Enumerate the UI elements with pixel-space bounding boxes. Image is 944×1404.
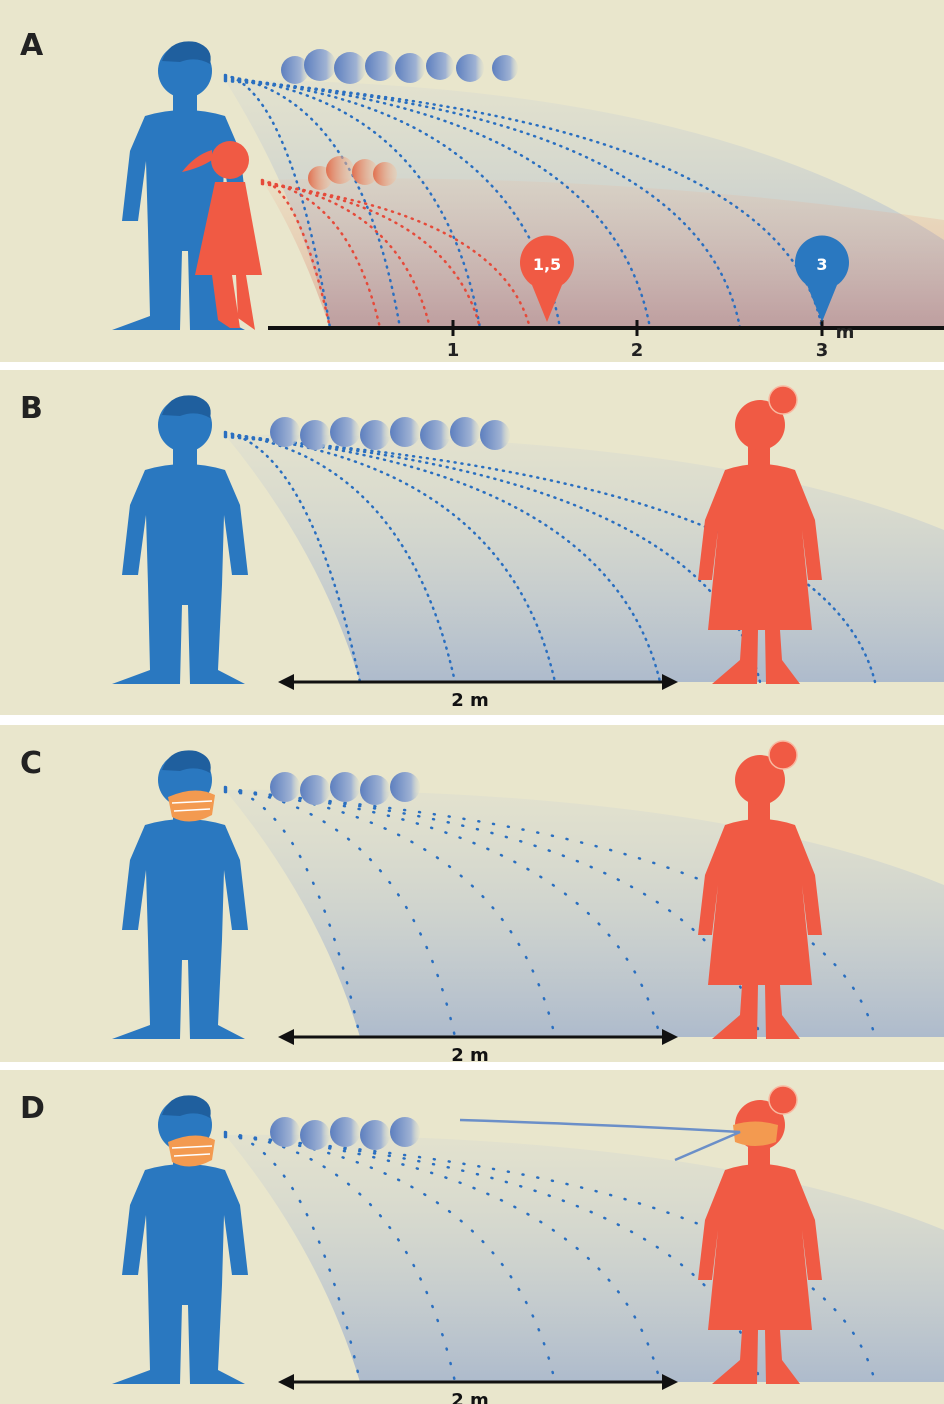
shape [480, 420, 510, 450]
shape [300, 775, 330, 805]
panel-label: A [20, 28, 44, 63]
shape [733, 1122, 778, 1147]
shape [300, 1120, 330, 1150]
axis-tick: 1 [447, 340, 460, 361]
shape [390, 1117, 420, 1147]
shape [360, 775, 390, 805]
panel-label: D [20, 1091, 45, 1126]
shape [450, 417, 480, 447]
shape [270, 417, 300, 447]
shape [300, 420, 330, 450]
shape [360, 1120, 390, 1150]
axis-tick: 3 [816, 340, 829, 361]
axis-unit: m [836, 322, 855, 343]
distance-label: 2 m [451, 1045, 489, 1066]
shape [270, 1117, 300, 1147]
shape [390, 772, 420, 802]
panel-label: C [20, 746, 42, 781]
shape [330, 417, 360, 447]
illustration: 1 2 3 m 1,5 3 A 2 m B 2 m C 2 m D [0, 0, 944, 1404]
shape [270, 772, 300, 802]
panel-label: B [20, 391, 43, 426]
shape [168, 790, 215, 821]
shape [330, 1117, 360, 1147]
marker-label: 1,5 [533, 255, 561, 274]
distance-label: 2 m [451, 690, 489, 711]
shape [420, 420, 450, 450]
shape [360, 420, 390, 450]
axis-tick: 2 [631, 340, 644, 361]
distance-label: 2 m [451, 1390, 489, 1404]
marker-label: 3 [816, 255, 827, 274]
shape [168, 1135, 215, 1166]
shape [390, 417, 420, 447]
shape [330, 772, 360, 802]
